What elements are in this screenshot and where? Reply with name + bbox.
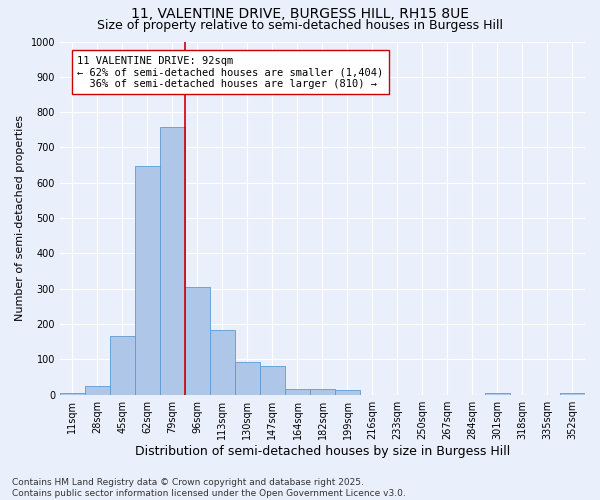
Bar (560, 393, 585, 394)
Text: Size of property relative to semi-detached houses in Burgess Hill: Size of property relative to semi-detach… (97, 18, 503, 32)
Bar (260, 366, 285, 394)
Bar (60, 393, 85, 394)
Bar (185, 287, 210, 395)
Text: Contains HM Land Registry data © Crown copyright and database right 2025.
Contai: Contains HM Land Registry data © Crown c… (12, 478, 406, 498)
Bar (285, 390, 310, 394)
Bar (160, 127, 185, 394)
Text: 11 VALENTINE DRIVE: 92sqm
← 62% of semi-detached houses are smaller (1,404)
  36: 11 VALENTINE DRIVE: 92sqm ← 62% of semi-… (77, 56, 383, 89)
Bar (85, 386, 110, 394)
Text: 11, VALENTINE DRIVE, BURGESS HILL, RH15 8UE: 11, VALENTINE DRIVE, BURGESS HILL, RH15 … (131, 8, 469, 22)
Bar (210, 330, 235, 394)
X-axis label: Distribution of semi-detached houses by size in Burgess Hill: Distribution of semi-detached houses by … (135, 444, 510, 458)
Bar (310, 390, 335, 394)
Bar (110, 336, 135, 394)
Bar (335, 390, 360, 394)
Bar (235, 362, 260, 394)
Y-axis label: Number of semi-detached properties: Number of semi-detached properties (15, 115, 25, 321)
Bar (135, 166, 160, 394)
Bar (485, 393, 510, 394)
